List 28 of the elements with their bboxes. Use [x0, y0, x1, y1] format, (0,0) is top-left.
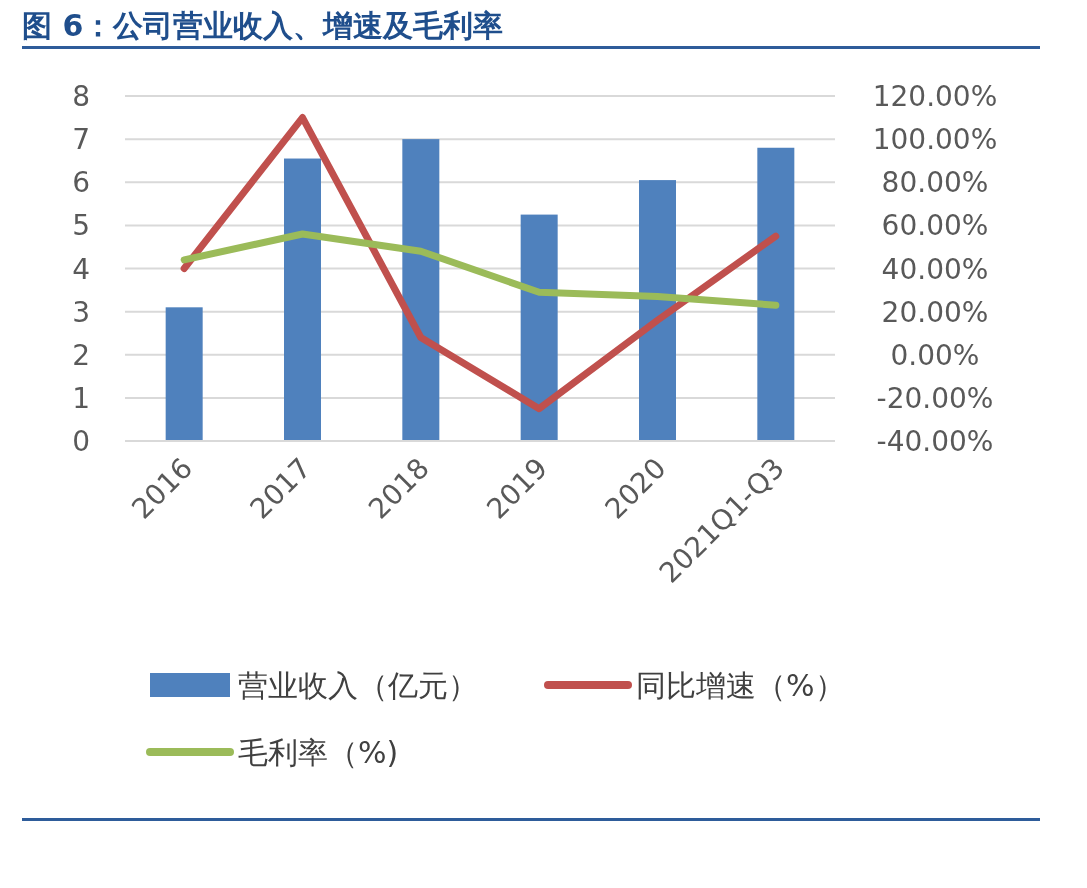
y2-tick-label: -40.00% — [876, 425, 994, 458]
bar — [284, 158, 321, 441]
y2-tick-label: 120.00% — [872, 80, 998, 113]
bar — [402, 139, 440, 441]
chart-title: 图 6：公司营业收入、增速及毛利率 — [22, 8, 504, 43]
y-tick-label: 6 — [72, 166, 90, 200]
bar — [165, 307, 203, 441]
y-tick-label: 7 — [72, 123, 90, 157]
legend-label: 营业收入（亿元） — [238, 668, 478, 703]
y2-tick-label: 100.00% — [872, 123, 998, 157]
legend-label: 同比增速（%） — [636, 668, 845, 703]
y-tick-label: 3 — [72, 295, 90, 329]
y-tick-label: 2 — [72, 338, 90, 372]
y2-tick-label: 80.00% — [881, 166, 989, 200]
bar — [520, 214, 558, 441]
y2-tick-label: 0.00% — [890, 338, 980, 372]
bar — [639, 180, 676, 441]
y2-tick-label: 20.00% — [881, 295, 989, 329]
y-tick-label: 1 — [72, 381, 90, 415]
y-tick-label: 4 — [72, 252, 90, 286]
y2-tick-label: 60.00% — [881, 209, 989, 243]
y-tick-label: 8 — [72, 80, 90, 113]
y2-tick-label: 40.00% — [881, 252, 989, 286]
y-tick-label: 0 — [72, 425, 90, 458]
bar — [757, 147, 795, 441]
legend-label: 毛利率（%) — [238, 735, 399, 770]
y2-tick-label: -20.00% — [876, 381, 994, 415]
y-tick-label: 5 — [72, 209, 90, 243]
